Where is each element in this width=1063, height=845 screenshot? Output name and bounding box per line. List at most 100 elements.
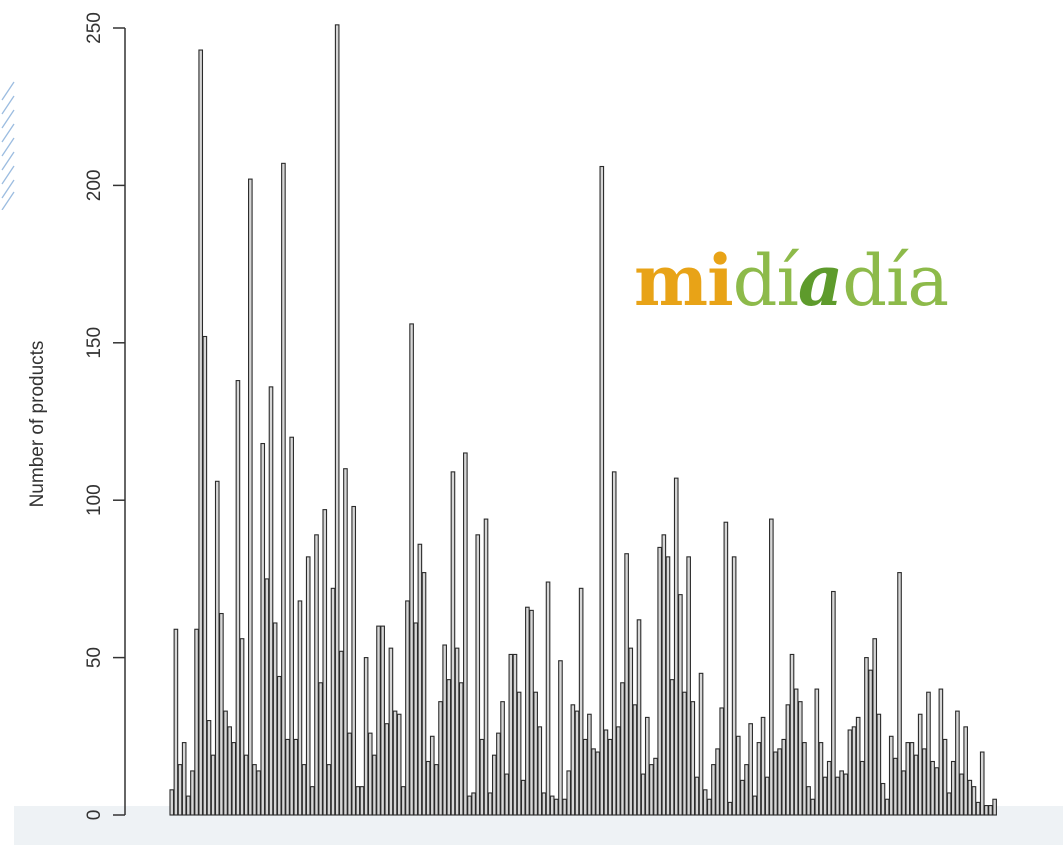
bar: [723, 521, 729, 816]
bar: [293, 738, 299, 816]
bar: [752, 795, 758, 816]
bar: [297, 600, 303, 816]
bar: [558, 660, 563, 816]
midiadia-logo: midíadía: [634, 246, 949, 317]
bar: [595, 751, 600, 816]
y-tick-label: 0: [84, 810, 105, 821]
bar: [934, 767, 940, 816]
bar: [859, 760, 865, 816]
y-tick-label: 250: [84, 12, 105, 44]
bar: [272, 622, 278, 816]
bar: [793, 688, 799, 816]
bar: [731, 556, 737, 816]
bar: [640, 773, 646, 816]
bar: [851, 726, 857, 816]
bar: [582, 738, 588, 816]
bars: [169, 24, 997, 816]
bar: [471, 792, 476, 816]
bar: [678, 594, 683, 816]
bar: [310, 786, 315, 816]
bar: [355, 786, 361, 816]
bar: [822, 776, 828, 816]
bar: [425, 760, 431, 816]
bar: [351, 505, 357, 816]
bar: [301, 764, 307, 816]
bar: [955, 710, 960, 816]
bar: [434, 764, 439, 816]
bar: [930, 760, 935, 816]
bar: [963, 726, 968, 816]
bar: [711, 764, 716, 816]
bar: [372, 754, 377, 816]
y-tick-label: 150: [84, 327, 105, 359]
bar: [781, 738, 787, 816]
bar: [864, 657, 869, 816]
bar: [417, 543, 423, 816]
bar: [975, 801, 981, 816]
bar: [901, 770, 906, 816]
bar: [169, 789, 175, 816]
bar: [347, 732, 352, 816]
logo-part-di: dí: [732, 240, 799, 322]
bar: [769, 518, 774, 816]
bar: [616, 726, 621, 816]
bar: [599, 165, 605, 816]
bar: [620, 682, 625, 816]
bar: [872, 638, 878, 816]
bar: [219, 612, 224, 816]
bar: [491, 754, 497, 816]
bar: [380, 625, 385, 816]
bar: [950, 760, 956, 816]
y-axis-label: Number of products: [27, 341, 48, 508]
bar: [702, 789, 708, 816]
bar: [591, 748, 596, 816]
bar: [554, 798, 559, 816]
bar: [429, 735, 435, 816]
bar: [818, 742, 824, 816]
logo-part-a: a: [797, 239, 843, 322]
bar: [682, 691, 687, 816]
bar: [318, 682, 323, 816]
bar: [740, 779, 745, 816]
bar: [938, 688, 944, 816]
bar: [611, 471, 617, 816]
bar: [773, 751, 778, 816]
y-tick-label: 100: [84, 484, 105, 516]
bar: [905, 742, 911, 816]
bar: [504, 773, 510, 816]
bar: [984, 805, 989, 816]
bar: [289, 436, 294, 816]
bar: [442, 644, 447, 816]
bar: [326, 764, 332, 816]
bar: [628, 647, 634, 816]
bar: [198, 49, 204, 816]
bar: [483, 518, 489, 816]
logo-part-dia: día: [842, 240, 949, 322]
bar: [756, 742, 762, 816]
bar: [922, 748, 927, 816]
bar: [719, 707, 725, 816]
bar: [231, 742, 237, 816]
bar: [256, 770, 261, 816]
bar: [223, 710, 228, 816]
bar: [893, 757, 898, 816]
bar: [446, 679, 452, 816]
bar: [260, 442, 266, 816]
bar: [917, 713, 923, 816]
bar: [467, 795, 472, 816]
bar: [826, 760, 832, 816]
bar: [268, 386, 274, 816]
bar: [665, 556, 671, 816]
bar: [603, 729, 609, 816]
bar: [946, 792, 952, 816]
bar: [855, 716, 861, 816]
bar: [686, 556, 691, 816]
bar: [979, 751, 985, 816]
bar: [525, 606, 530, 816]
bar: [694, 776, 700, 816]
bar: [194, 628, 199, 816]
bar: [541, 792, 547, 816]
bar: [520, 779, 526, 816]
bar: [413, 622, 419, 816]
